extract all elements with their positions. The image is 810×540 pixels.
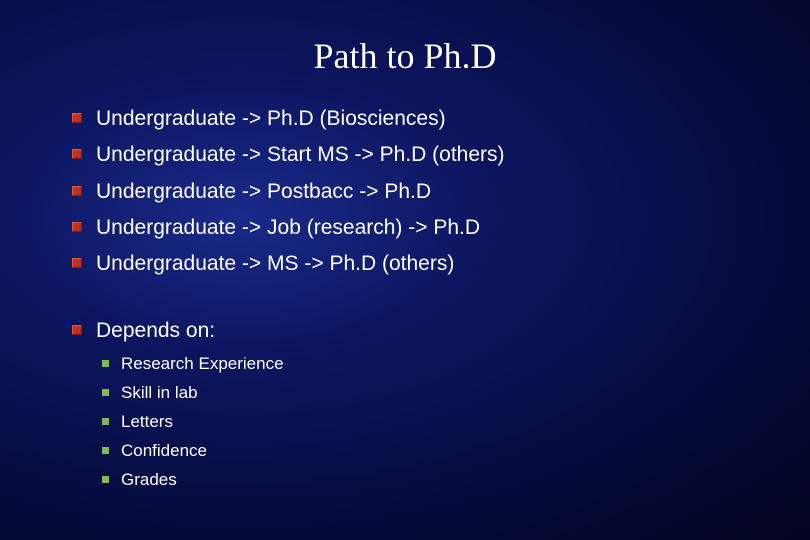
- list-item: Undergraduate -> Start MS -> Ph.D (other…: [72, 141, 760, 169]
- list-item: Skill in lab: [102, 382, 760, 405]
- list-item: Undergraduate -> Postbacc -> Ph.D: [72, 178, 760, 206]
- list-item: Undergraduate -> Ph.D (Biosciences): [72, 105, 760, 133]
- slide-title: Path to Ph.D: [50, 35, 760, 77]
- square-bullet-icon: [72, 149, 82, 159]
- square-bullet-icon: [102, 389, 109, 396]
- square-bullet-icon: [102, 360, 109, 367]
- bullet-text: Undergraduate -> Start MS -> Ph.D (other…: [96, 141, 505, 169]
- list-item: Grades: [102, 469, 760, 492]
- list-item: Undergraduate -> Job (research) -> Ph.D: [72, 214, 760, 242]
- square-bullet-icon: [72, 186, 82, 196]
- slide-container: Path to Ph.D Undergraduate -> Ph.D (Bios…: [0, 0, 810, 540]
- sub-bullet-text: Research Experience: [121, 353, 284, 376]
- bullet-text: Undergraduate -> Ph.D (Biosciences): [96, 105, 446, 133]
- sub-bullet-text: Grades: [121, 469, 177, 492]
- bullet-text: Undergraduate -> Postbacc -> Ph.D: [96, 178, 431, 206]
- square-bullet-icon: [102, 476, 109, 483]
- list-item: Confidence: [102, 440, 760, 463]
- list-item: Undergraduate -> MS -> Ph.D (others): [72, 250, 760, 278]
- square-bullet-icon: [72, 113, 82, 123]
- square-bullet-icon: [72, 222, 82, 232]
- spacer: [50, 287, 760, 317]
- square-bullet-icon: [72, 258, 82, 268]
- bullet-text: Undergraduate -> Job (research) -> Ph.D: [96, 214, 480, 242]
- list-item: Letters: [102, 411, 760, 434]
- list-item: Depends on:: [72, 317, 760, 345]
- main-bullet-list: Undergraduate -> Ph.D (Biosciences) Unde…: [50, 105, 760, 279]
- square-bullet-icon: [72, 325, 82, 335]
- sub-bullet-text: Letters: [121, 411, 173, 434]
- square-bullet-icon: [102, 418, 109, 425]
- sub-bullet-text: Confidence: [121, 440, 207, 463]
- list-item: Research Experience: [102, 353, 760, 376]
- sub-bullet-text: Skill in lab: [121, 382, 198, 405]
- bullet-text: Depends on:: [96, 317, 215, 345]
- bullet-text: Undergraduate -> MS -> Ph.D (others): [96, 250, 454, 278]
- depends-header-list: Depends on:: [50, 317, 760, 345]
- sub-bullet-list: Research Experience Skill in lab Letters…: [50, 353, 760, 492]
- square-bullet-icon: [102, 447, 109, 454]
